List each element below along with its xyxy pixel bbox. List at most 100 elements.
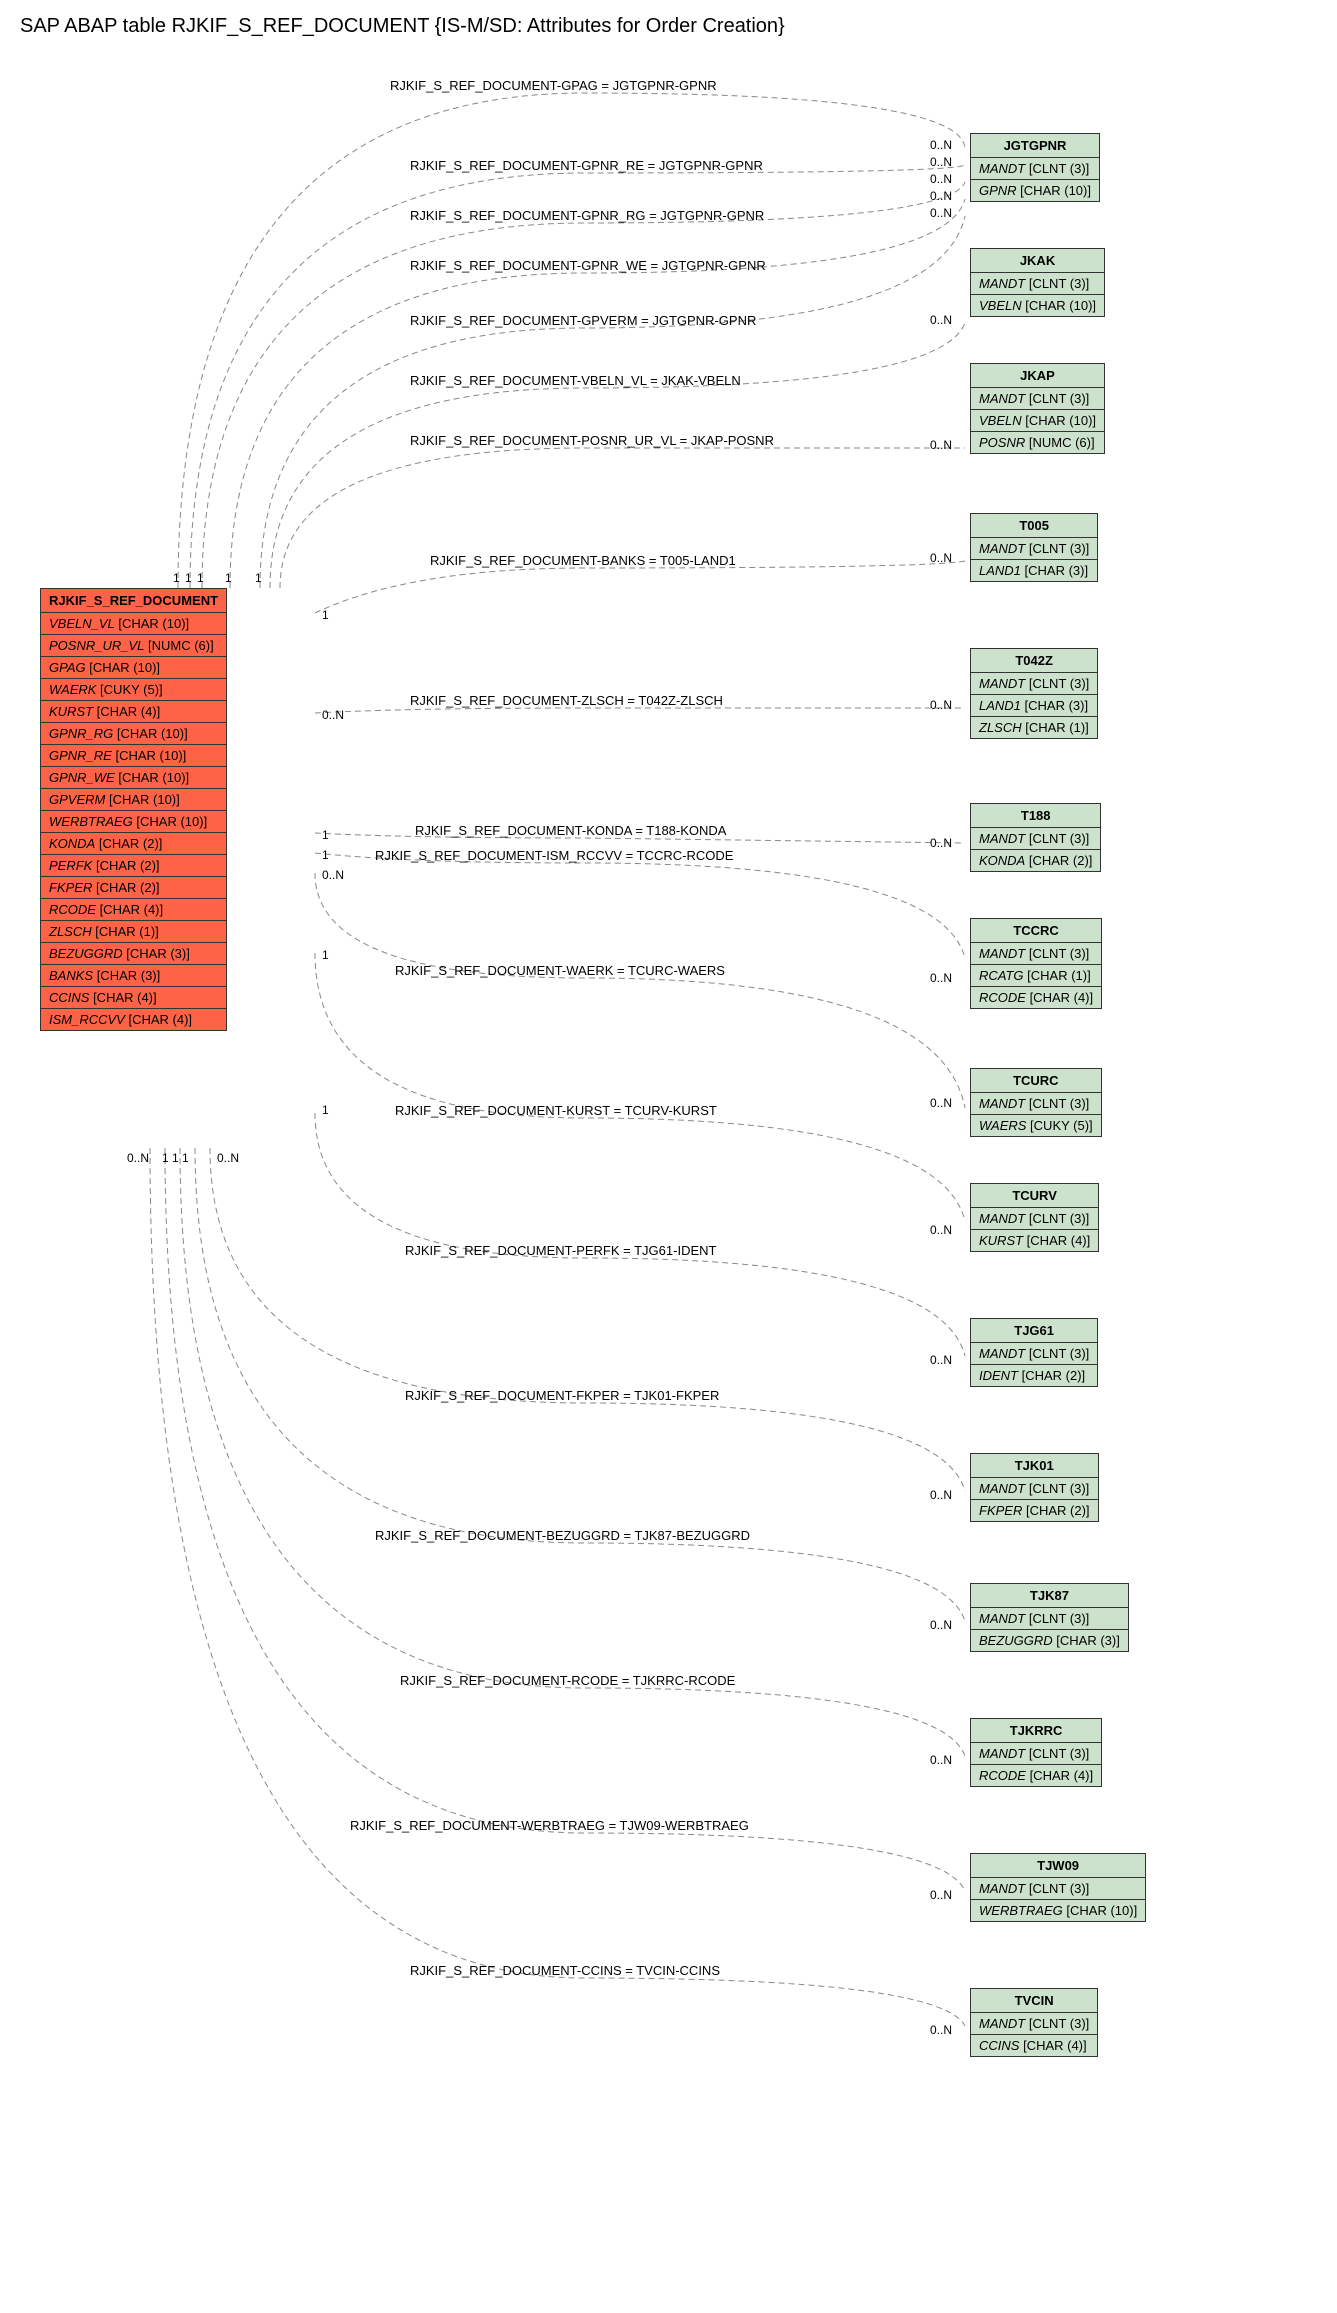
field-name: MANDT: [979, 391, 1025, 406]
field-type: [CLNT (3)]: [1025, 276, 1089, 291]
entity-header: RJKIF_S_REF_DOCUMENT: [41, 589, 226, 613]
cardinality-src: 1: [322, 948, 329, 962]
field-type: [CLNT (3)]: [1025, 161, 1089, 176]
field-name: BANKS: [49, 968, 93, 983]
entity-header: TJK87: [971, 1584, 1128, 1608]
field-name: GPNR: [979, 183, 1017, 198]
entity-field: POSNR_UR_VL [NUMC (6)]: [41, 635, 226, 657]
cardinality-dst: 0..N: [930, 1353, 952, 1367]
entity-field: BANKS [CHAR (3)]: [41, 965, 226, 987]
field-name: MANDT: [979, 946, 1025, 961]
entity-jkap: JKAPMANDT [CLNT (3)]VBELN [CHAR (10)]POS…: [970, 363, 1105, 454]
cardinality-dst: 0..N: [930, 698, 952, 712]
cardinality-src: 1: [173, 571, 180, 585]
field-type: [CHAR (10)]: [1022, 298, 1096, 313]
entity-tcurc: TCURCMANDT [CLNT (3)]WAERS [CUKY (5)]: [970, 1068, 1102, 1137]
entity-field: GPAG [CHAR (10)]: [41, 657, 226, 679]
edge-label: RJKIF_S_REF_DOCUMENT-BANKS = T005-LAND1: [430, 553, 736, 568]
field-type: [CHAR (4)]: [125, 1012, 192, 1027]
entity-header: TCCRC: [971, 919, 1101, 943]
field-type: [CHAR (4)]: [89, 990, 156, 1005]
field-name: POSNR_UR_VL: [49, 638, 144, 653]
cardinality-dst: 0..N: [930, 551, 952, 565]
field-name: MANDT: [979, 2016, 1025, 2031]
entity-field: PERFK [CHAR (2)]: [41, 855, 226, 877]
entity-field: RCODE [CHAR (4)]: [971, 1765, 1101, 1786]
entity-field: MANDT [CLNT (3)]: [971, 828, 1100, 850]
field-type: [NUMC (6)]: [144, 638, 213, 653]
field-name: LAND1: [979, 563, 1021, 578]
field-name: VBELN: [979, 298, 1022, 313]
cardinality-src: 1: [162, 1151, 169, 1165]
entity-field: WERBTRAEG [CHAR (10)]: [971, 1900, 1145, 1921]
cardinality-dst: 0..N: [930, 836, 952, 850]
field-type: [CLNT (3)]: [1025, 2016, 1089, 2031]
field-type: [CLNT (3)]: [1025, 676, 1089, 691]
edge-label: RJKIF_S_REF_DOCUMENT-ZLSCH = T042Z-ZLSCH: [410, 693, 723, 708]
field-type: [CHAR (3)]: [93, 968, 160, 983]
field-type: [CLNT (3)]: [1025, 1611, 1089, 1626]
edge-label: RJKIF_S_REF_DOCUMENT-RCODE = TJKRRC-RCOD…: [400, 1673, 735, 1688]
entity-field: MANDT [CLNT (3)]: [971, 388, 1104, 410]
field-name: BEZUGGRD: [49, 946, 123, 961]
field-type: [CHAR (1)]: [92, 924, 159, 939]
entity-tccrc: TCCRCMANDT [CLNT (3)]RCATG [CHAR (1)]RCO…: [970, 918, 1102, 1009]
field-type: [CHAR (2)]: [95, 836, 162, 851]
entity-header: TJK01: [971, 1454, 1098, 1478]
field-name: FKPER: [979, 1503, 1022, 1518]
entity-field: LAND1 [CHAR (3)]: [971, 560, 1097, 581]
entity-header: TJKRRC: [971, 1719, 1101, 1743]
field-name: MANDT: [979, 1881, 1025, 1896]
cardinality-dst: 0..N: [930, 138, 952, 152]
field-name: GPVERM: [49, 792, 105, 807]
entity-field: FKPER [CHAR (2)]: [971, 1500, 1098, 1521]
field-name: MANDT: [979, 831, 1025, 846]
field-type: [CHAR (4)]: [93, 704, 160, 719]
cardinality-src: 0..N: [217, 1151, 239, 1165]
field-type: [CLNT (3)]: [1025, 1096, 1089, 1111]
entity-field: ZLSCH [CHAR (1)]: [41, 921, 226, 943]
entity-field: MANDT [CLNT (3)]: [971, 1093, 1101, 1115]
field-name: ISM_RCCVV: [49, 1012, 125, 1027]
entity-tjw09: TJW09MANDT [CLNT (3)]WERBTRAEG [CHAR (10…: [970, 1853, 1146, 1922]
field-name: IDENT: [979, 1368, 1018, 1383]
field-type: [CHAR (2)]: [92, 858, 159, 873]
page-title: SAP ABAP table RJKIF_S_REF_DOCUMENT {IS-…: [20, 15, 1337, 38]
entity-field: RCODE [CHAR (4)]: [971, 987, 1101, 1008]
field-type: [CLNT (3)]: [1025, 1481, 1089, 1496]
entity-field: GPVERM [CHAR (10)]: [41, 789, 226, 811]
field-type: [CHAR (10)]: [1063, 1903, 1137, 1918]
field-name: WERBTRAEG: [979, 1903, 1063, 1918]
edge-label: RJKIF_S_REF_DOCUMENT-POSNR_UR_VL = JKAP-…: [410, 433, 774, 448]
field-type: [CHAR (4)]: [96, 902, 163, 917]
field-name: GPNR_RG: [49, 726, 113, 741]
field-type: [CHAR (3)]: [1021, 563, 1088, 578]
entity-header: JKAP: [971, 364, 1104, 388]
entity-header: TVCIN: [971, 1989, 1097, 2013]
entity-tjk01: TJK01 MANDT [CLNT (3)] FKPER [CHAR (2)]: [970, 1453, 1099, 1522]
entity-field: MANDT [CLNT (3)]: [971, 2013, 1097, 2035]
edge-label: RJKIF_S_REF_DOCUMENT-GPNR_WE = JGTGPNR-G…: [410, 258, 766, 273]
edge-label: RJKIF_S_REF_DOCUMENT-BEZUGGRD = TJK87-BE…: [375, 1528, 750, 1543]
edge-label: RJKIF_S_REF_DOCUMENT-PERFK = TJG61-IDENT: [405, 1243, 716, 1258]
cardinality-dst: 0..N: [930, 189, 952, 203]
field-name: KONDA: [49, 836, 95, 851]
cardinality-dst: 0..N: [930, 1096, 952, 1110]
field-name: RCODE: [979, 990, 1026, 1005]
edge-label: RJKIF_S_REF_DOCUMENT-KURST = TCURV-KURST: [395, 1103, 717, 1118]
cardinality-src: 1: [322, 848, 329, 862]
entity-field: CCINS [CHAR (4)]: [41, 987, 226, 1009]
cardinality-dst: 0..N: [930, 971, 952, 985]
entity-field: WAERS [CUKY (5)]: [971, 1115, 1101, 1136]
edge-label: RJKIF_S_REF_DOCUMENT-VBELN_VL = JKAK-VBE…: [410, 373, 741, 388]
entity-tcurv: TCURVMANDT [CLNT (3)]KURST [CHAR (4)]: [970, 1183, 1099, 1252]
field-type: [CUKY (5)]: [1026, 1118, 1092, 1133]
field-name: GPNR_WE: [49, 770, 115, 785]
edge-label: RJKIF_S_REF_DOCUMENT-CCINS = TVCIN-CCINS: [410, 1963, 720, 1978]
field-type: [CLNT (3)]: [1025, 1881, 1089, 1896]
field-name: MANDT: [979, 1096, 1025, 1111]
field-type: [CLNT (3)]: [1025, 946, 1089, 961]
entity-field: GPNR_RE [CHAR (10)]: [41, 745, 226, 767]
field-name: MANDT: [979, 1481, 1025, 1496]
entity-header: TCURC: [971, 1069, 1101, 1093]
